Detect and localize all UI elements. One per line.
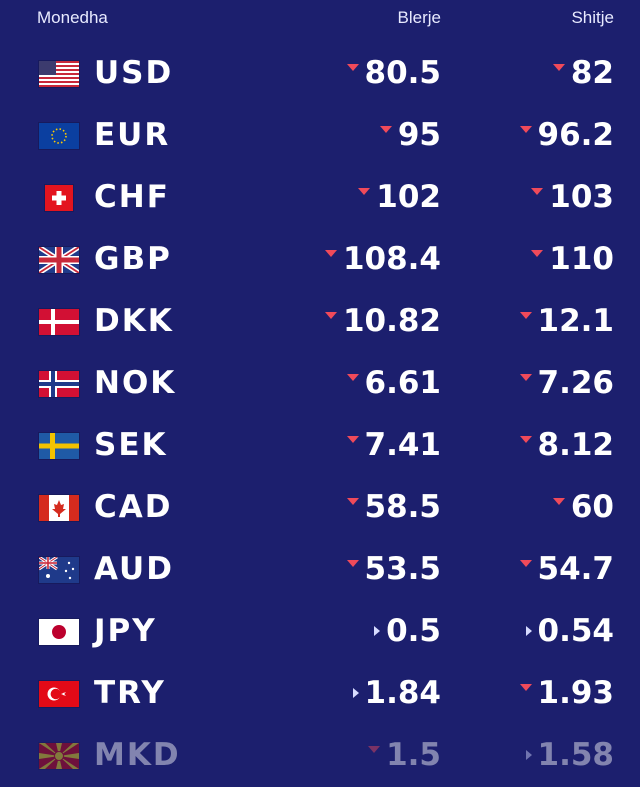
currency-code: SEK <box>94 427 168 463</box>
neutral-arrow-icon <box>374 626 381 636</box>
sell-rate: 110 <box>531 241 614 277</box>
down-arrow-icon <box>519 311 532 319</box>
dk-flag-icon <box>39 309 79 335</box>
currency-code: USD <box>94 55 174 91</box>
down-arrow-icon <box>519 125 532 133</box>
sell-rate: 7.26 <box>519 365 614 401</box>
sell-rate: 8.12 <box>519 427 614 463</box>
table-row: TRY 1.84 1.93 <box>0 663 640 725</box>
currency-code: TRY <box>94 675 166 711</box>
buy-rate: 95 <box>379 117 441 153</box>
down-arrow-icon <box>519 683 532 691</box>
sell-column-header: Shitje <box>571 8 614 27</box>
sell-rate: 1.93 <box>519 675 614 711</box>
buy-rate: 1.5 <box>368 737 441 773</box>
table-row: MKD 1.5 1.58 <box>0 725 640 787</box>
currency-code: MKD <box>94 737 181 773</box>
buy-rate: 7.41 <box>346 427 441 463</box>
no-flag-icon <box>39 371 79 397</box>
se-flag-icon <box>39 433 79 459</box>
down-arrow-icon <box>368 745 381 753</box>
down-arrow-icon <box>346 435 359 443</box>
table-row: AUD 53.5 54.7 <box>0 539 640 601</box>
table-row: EUR 95 96.2 <box>0 105 640 167</box>
down-arrow-icon <box>519 559 532 567</box>
neutral-arrow-icon <box>525 626 532 636</box>
buy-rate: 108.4 <box>324 241 441 277</box>
currency-code: AUD <box>94 551 174 587</box>
currency-code: NOK <box>94 365 177 401</box>
currency-code: CHF <box>94 179 170 215</box>
exchange-rate-list: USD 80.5 82 EUR 95 96.2 CHF 102 103 <box>0 43 640 787</box>
ca-flag-icon <box>39 495 79 521</box>
down-arrow-icon <box>519 435 532 443</box>
currency-code: CAD <box>94 489 173 525</box>
buy-rate: 0.5 <box>374 613 441 649</box>
sell-rate: 103 <box>531 179 614 215</box>
sell-rate: 96.2 <box>519 117 614 153</box>
ch-flag-icon <box>45 185 73 211</box>
table-row: NOK 6.61 7.26 <box>0 353 640 415</box>
down-arrow-icon <box>552 497 565 505</box>
mk-flag-icon <box>39 743 79 769</box>
table-row: CAD 58.5 60 <box>0 477 640 539</box>
eu-flag-icon <box>39 123 79 149</box>
sell-rate: 1.58 <box>525 737 614 773</box>
down-arrow-icon <box>324 249 337 257</box>
table-row: CHF 102 103 <box>0 167 640 229</box>
gb-flag-icon <box>39 247 79 273</box>
au-flag-icon <box>39 557 79 583</box>
neutral-arrow-icon <box>525 750 532 760</box>
table-row: GBP 108.4 110 <box>0 229 640 291</box>
down-arrow-icon <box>346 497 359 505</box>
buy-rate: 58.5 <box>346 489 441 525</box>
sell-rate: 0.54 <box>525 613 614 649</box>
table-row: SEK 7.41 8.12 <box>0 415 640 477</box>
buy-rate: 1.84 <box>352 675 441 711</box>
down-arrow-icon <box>552 63 565 71</box>
neutral-arrow-icon <box>352 688 359 698</box>
table-row: DKK 10.82 12.1 <box>0 291 640 353</box>
down-arrow-icon <box>346 559 359 567</box>
sell-rate: 60 <box>552 489 614 525</box>
us-flag-icon <box>39 61 79 87</box>
currency-code: EUR <box>94 117 171 153</box>
buy-rate: 102 <box>358 179 441 215</box>
sell-rate: 82 <box>552 55 614 91</box>
down-arrow-icon <box>531 249 544 257</box>
down-arrow-icon <box>358 187 371 195</box>
buy-rate: 80.5 <box>346 55 441 91</box>
down-arrow-icon <box>346 373 359 381</box>
currency-code: GBP <box>94 241 172 277</box>
sell-rate: 54.7 <box>519 551 614 587</box>
jp-flag-icon <box>39 619 79 645</box>
sell-rate: 12.1 <box>519 303 614 339</box>
buy-rate: 6.61 <box>346 365 441 401</box>
buy-rate: 10.82 <box>324 303 441 339</box>
down-arrow-icon <box>346 63 359 71</box>
table-row: USD 80.5 82 <box>0 43 640 105</box>
tr-flag-icon <box>39 681 79 707</box>
currency-code: JPY <box>94 613 157 649</box>
table-row: JPY 0.5 0.54 <box>0 601 640 663</box>
down-arrow-icon <box>531 187 544 195</box>
currency-code: DKK <box>94 303 174 339</box>
buy-column-header: Blerje <box>397 8 441 27</box>
buy-rate: 53.5 <box>346 551 441 587</box>
down-arrow-icon <box>324 311 337 319</box>
down-arrow-icon <box>519 373 532 381</box>
table-header: Monedha Blerje Shitje <box>0 0 640 36</box>
down-arrow-icon <box>379 125 392 133</box>
currency-column-header: Monedha <box>37 8 108 27</box>
